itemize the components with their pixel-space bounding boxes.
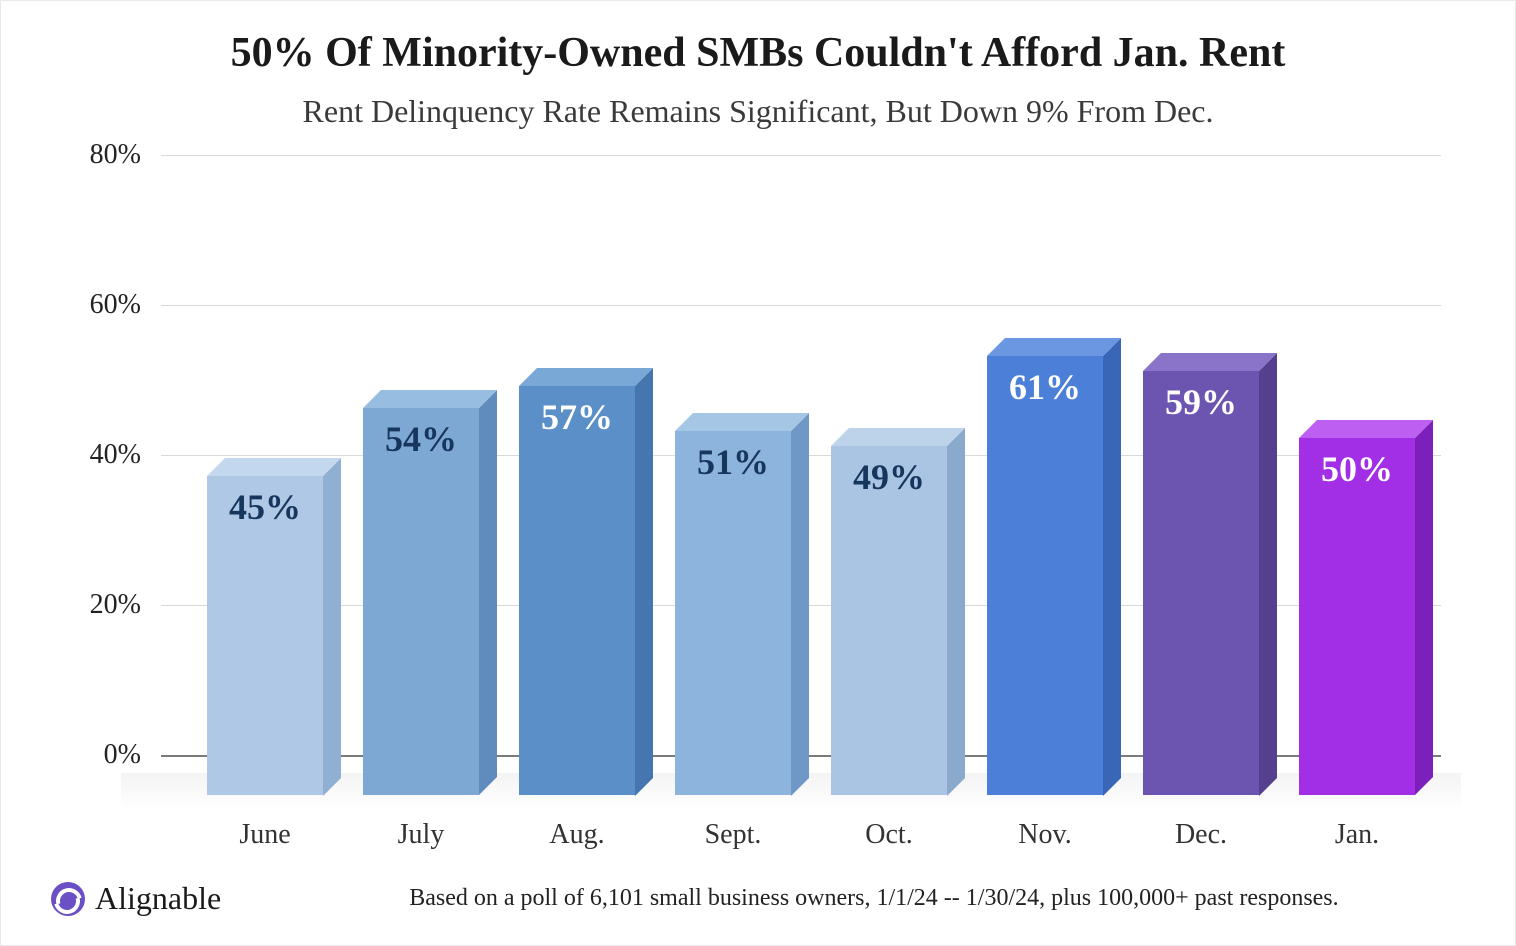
y-tick-label: 60% <box>41 289 141 321</box>
bar-top <box>831 428 965 446</box>
bar: 61% <box>987 356 1103 796</box>
bar-front <box>363 408 479 795</box>
y-tick-label: 80% <box>41 139 141 171</box>
bar: 50% <box>1299 438 1415 795</box>
bar-top <box>207 458 341 476</box>
bar-value-label: 45% <box>207 486 323 528</box>
bar: 51% <box>675 431 791 796</box>
bar: 57% <box>519 386 635 796</box>
bar: 54% <box>363 408 479 795</box>
chart-title: 50% Of Minority-Owned SMBs Couldn't Affo… <box>1 29 1515 77</box>
category-label: Aug. <box>509 819 645 851</box>
category-label: Nov. <box>977 819 1113 851</box>
bar-front <box>1143 371 1259 796</box>
bar-front <box>987 356 1103 796</box>
bar: 45% <box>207 476 323 796</box>
bar-value-label: 57% <box>519 396 635 438</box>
chart-frame: 50% Of Minority-Owned SMBs Couldn't Affo… <box>0 0 1516 946</box>
brand-mark-icon <box>51 882 85 916</box>
bar-top <box>987 338 1121 356</box>
category-label: Jan. <box>1289 819 1425 851</box>
bar-side <box>791 413 809 796</box>
brand-name: Alignable <box>95 880 221 917</box>
bar-top <box>363 390 497 408</box>
bar-value-label: 51% <box>675 441 791 483</box>
category-label: July <box>353 819 489 851</box>
bar-side <box>635 368 653 796</box>
bar-front <box>1299 438 1415 795</box>
bar-front <box>675 431 791 796</box>
bar: 59% <box>1143 371 1259 796</box>
gridline <box>161 155 1441 156</box>
plot-area: 0%20%40%60%80%45%June54%July57%Aug.51%Se… <box>161 171 1441 771</box>
bar-side <box>479 390 497 795</box>
category-label: Sept. <box>665 819 801 851</box>
bar-top <box>519 368 653 386</box>
bar-value-label: 49% <box>831 456 947 498</box>
category-label: Oct. <box>821 819 957 851</box>
gridline <box>161 305 1441 306</box>
bar-side <box>1415 420 1433 795</box>
bar-side <box>1259 353 1277 796</box>
footer: Alignable Based on a poll of 6,101 small… <box>51 880 1485 917</box>
category-label: Dec. <box>1133 819 1269 851</box>
bar-top <box>1143 353 1277 371</box>
bar-side <box>1103 338 1121 796</box>
bar-top <box>675 413 809 431</box>
bar-top <box>1299 420 1433 438</box>
y-tick-label: 0% <box>41 739 141 771</box>
chart-subtitle: Rent Delinquency Rate Remains Significan… <box>1 93 1515 130</box>
bar: 49% <box>831 446 947 796</box>
y-tick-label: 20% <box>41 589 141 621</box>
bar-value-label: 59% <box>1143 381 1259 423</box>
bar-value-label: 54% <box>363 418 479 460</box>
bar-value-label: 50% <box>1299 448 1415 490</box>
bar-front <box>519 386 635 796</box>
chart-caption: Based on a poll of 6,101 small business … <box>239 885 1485 912</box>
bar-side <box>947 428 965 796</box>
bar-front <box>831 446 947 796</box>
brand-logo: Alignable <box>51 880 221 917</box>
bar-value-label: 61% <box>987 366 1103 408</box>
bar-side <box>323 458 341 796</box>
category-label: June <box>197 819 333 851</box>
y-tick-label: 40% <box>41 439 141 471</box>
